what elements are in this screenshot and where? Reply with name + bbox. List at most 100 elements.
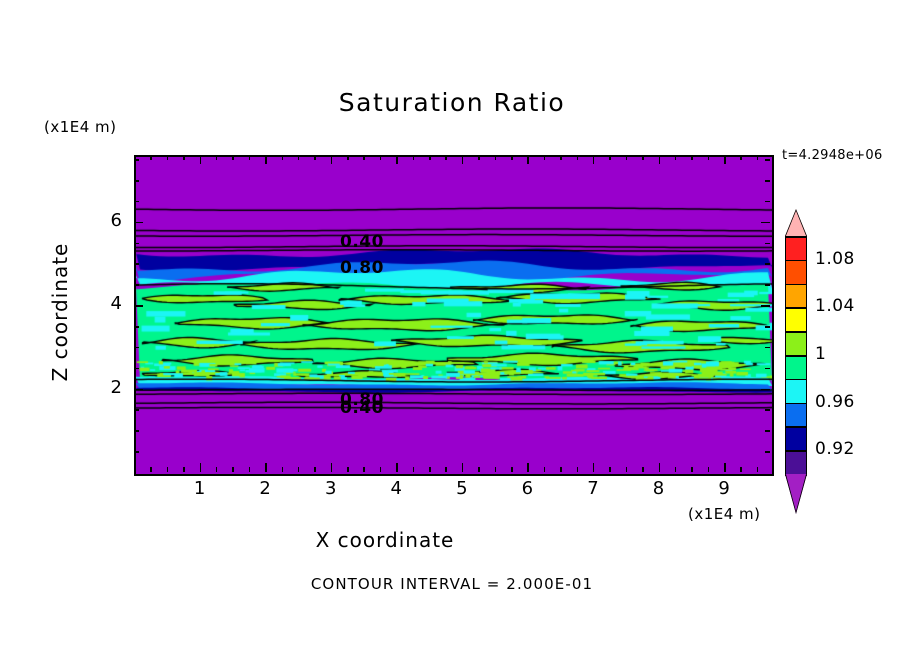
axis-tick	[183, 155, 185, 160]
axis-tick	[363, 467, 365, 472]
axis-tick	[314, 155, 316, 160]
axis-tick	[765, 346, 770, 349]
x-tick-label: 6	[521, 478, 534, 499]
axis-tick	[134, 180, 139, 182]
axis-tick	[347, 155, 349, 160]
contour-plot-area	[134, 155, 774, 476]
axis-tick	[166, 467, 169, 472]
axis-tick	[412, 155, 415, 160]
axis-tick	[761, 388, 770, 391]
colorbar-tick-label: 1.08	[815, 248, 855, 269]
x-tick-label: 1	[193, 478, 206, 499]
axis-tick	[134, 263, 139, 265]
axis-tick	[134, 367, 139, 370]
axis-tick	[134, 200, 139, 203]
axis-tick	[543, 467, 546, 472]
colorbar-band	[785, 331, 807, 355]
axis-tick	[445, 467, 447, 472]
axis-tick	[396, 463, 398, 472]
axis-tick	[625, 155, 628, 160]
colorbar-tick-label: 1.04	[815, 296, 855, 317]
axis-tick	[765, 159, 770, 161]
axis-tick	[756, 155, 759, 160]
axis-tick	[199, 463, 202, 472]
axis-tick	[134, 284, 139, 286]
axis-tick	[134, 430, 139, 432]
colorbar-cap-bottom	[785, 474, 807, 514]
axis-tick	[396, 155, 398, 164]
contour-interval-caption: CONTOUR INTERVAL = 2.000E-01	[310, 575, 594, 593]
axis-tick	[658, 463, 661, 472]
colorbar-separator	[785, 355, 807, 357]
colorbar-band	[785, 236, 807, 260]
axis-tick	[281, 467, 284, 472]
axis-tick	[461, 155, 464, 164]
colorbar-cap-top	[785, 209, 807, 236]
axis-tick	[765, 409, 770, 411]
colorbar-separator	[785, 402, 807, 405]
colorbar-band	[785, 283, 807, 308]
axis-tick	[232, 467, 234, 472]
axis-tick	[150, 155, 152, 160]
axis-tick	[134, 326, 139, 328]
axis-tick	[707, 467, 710, 472]
axis-tick	[543, 155, 546, 160]
colorbar-band	[785, 402, 807, 427]
axis-tick	[642, 155, 644, 160]
axis-tick	[691, 155, 693, 160]
colorbar-tick-label: 1	[815, 344, 827, 364]
axis-tick	[765, 451, 770, 453]
axis-tick	[134, 221, 143, 224]
y-tick-label: 2	[110, 376, 122, 398]
axis-tick	[674, 467, 677, 472]
axis-tick	[674, 155, 677, 160]
axis-tick	[527, 155, 529, 164]
axis-tick	[609, 155, 611, 160]
axis-tick	[232, 155, 234, 160]
axis-tick	[765, 326, 770, 328]
axis-tick	[592, 463, 595, 472]
axis-tick	[494, 467, 497, 472]
x-tick-label: 3	[324, 478, 337, 499]
axis-tick	[707, 155, 710, 160]
axis-tick	[134, 388, 143, 391]
x-tick-label: 9	[718, 478, 730, 499]
axis-tick	[248, 467, 251, 472]
axis-tick	[765, 263, 770, 265]
x-tick-label: 4	[390, 478, 402, 499]
colorbar-separator	[785, 236, 807, 238]
colorbar-tick-label: 0.92	[815, 439, 855, 460]
axis-tick	[379, 155, 382, 160]
axis-tick	[134, 451, 139, 453]
axis-tick	[494, 155, 497, 160]
axis-tick	[527, 463, 529, 472]
contour-label: 0.80	[340, 258, 384, 278]
axis-tick	[445, 155, 447, 160]
axis-tick	[691, 467, 693, 472]
axis-tick	[330, 155, 333, 164]
axis-tick	[134, 409, 139, 411]
axis-tick	[478, 467, 480, 472]
time-annotation: t=4.2948e+06	[782, 148, 883, 163]
axis-tick	[134, 242, 139, 245]
axis-tick	[724, 463, 726, 472]
axis-tick	[625, 467, 628, 472]
colorbar-band	[785, 450, 807, 474]
y-axis-title: Z coordinate	[48, 242, 72, 382]
axis-tick	[150, 467, 152, 472]
colorbar-separator	[785, 426, 807, 428]
axis-tick	[379, 467, 382, 472]
x-tick-label: 5	[456, 478, 468, 499]
colorbar-separator	[785, 331, 807, 333]
axis-tick	[183, 467, 185, 472]
axis-tick	[765, 284, 770, 286]
contour-label: 0.40	[340, 398, 384, 418]
axis-tick	[724, 155, 726, 164]
axis-tick	[761, 305, 770, 307]
axis-tick	[511, 467, 513, 472]
axis-tick	[765, 180, 770, 182]
colorbar-separator	[785, 450, 807, 452]
x-tick-label: 7	[587, 478, 599, 499]
x-axis-unit-label: (x1E4 m)	[688, 505, 761, 523]
contour-label: 0.80	[340, 390, 384, 410]
